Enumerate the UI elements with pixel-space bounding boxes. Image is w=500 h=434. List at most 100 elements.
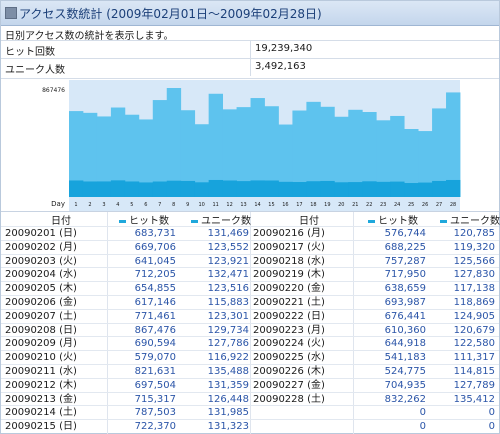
- row-date: 20090206 (金): [5, 297, 77, 308]
- hits-bar: [110, 107, 126, 197]
- x-tick-label: 21: [352, 202, 358, 208]
- unique-bar: [166, 180, 182, 197]
- unique-bar: [82, 181, 98, 197]
- hits-bar: [404, 128, 419, 197]
- x-tick-label: 27: [436, 202, 442, 208]
- unique-legend-icon: [191, 219, 198, 223]
- x-tick-label: 17: [296, 202, 302, 208]
- hits-bar: [82, 112, 98, 197]
- x-tick-label: 10: [198, 202, 204, 208]
- unique-bar: [390, 181, 405, 197]
- row-date: 20090210 (火): [5, 352, 77, 364]
- unique-bar: [362, 181, 377, 197]
- unique-bar: [376, 181, 391, 197]
- unique-bar: [152, 181, 168, 197]
- row-hits: 579,070: [134, 352, 176, 364]
- y-max-label: 867476: [42, 87, 65, 94]
- row-hits: 676,441: [384, 310, 426, 322]
- stats-icon: [5, 7, 17, 19]
- row-unique: 123,552: [207, 241, 249, 253]
- unique-legend-icon: [440, 219, 447, 223]
- row-date: 20090222 (日): [253, 310, 325, 322]
- row-unique: 0: [488, 421, 495, 433]
- hits-bar: [208, 93, 224, 197]
- hits-bar: [69, 111, 84, 197]
- header-hits-right: ヒット数: [368, 212, 418, 227]
- x-tick-label: 6: [144, 202, 147, 208]
- unique-bar: [432, 180, 447, 197]
- row-date: 20090214 (土): [5, 407, 77, 419]
- header-unique-right: ユニーク数: [440, 212, 500, 227]
- row-hits: 717,950: [384, 269, 426, 281]
- hits-bar: [362, 112, 377, 197]
- row-hits: 821,631: [134, 366, 176, 377]
- row-date: 20090217 (火): [253, 241, 325, 253]
- unique-bar: [236, 181, 251, 197]
- x-tick-label: 24: [394, 202, 400, 208]
- row-hits: 576,744: [384, 228, 426, 239]
- hits-bar: [348, 109, 363, 197]
- row-unique: 124,905: [453, 310, 495, 322]
- row-unique: 123,921: [207, 255, 249, 267]
- row-date: 20090220 (金): [253, 283, 325, 295]
- row-unique: 116,922: [207, 352, 249, 364]
- row-hits: 0: [419, 407, 426, 419]
- row-date: 20090204 (水): [5, 269, 77, 281]
- x-tick-label: 15: [268, 202, 274, 208]
- row-unique: 129,734: [207, 324, 249, 336]
- row-hits: 722,370: [134, 421, 176, 433]
- row-hits: 712,205: [134, 269, 176, 281]
- row-date: 20090209 (月): [5, 338, 77, 350]
- row-date: 20090218 (水): [253, 255, 325, 267]
- header-hits-left: ヒット数: [119, 212, 169, 227]
- unique-bar: [138, 182, 154, 197]
- row-date: 20090201 (日): [5, 228, 77, 239]
- row-date: 20090205 (木): [5, 283, 77, 295]
- row-hits: 669,706: [134, 241, 176, 253]
- hits-bar: [138, 119, 154, 197]
- row-date: 20090216 (月): [253, 228, 325, 239]
- row-unique: 117,138: [453, 283, 495, 295]
- x-axis-label: Day: [51, 200, 65, 208]
- daily-table: 日付 ヒット数 ユニーク数 日付 ヒット数 ユニーク数 20090201 (日)…: [1, 211, 500, 434]
- row-unique: 0: [488, 407, 495, 419]
- hits-bar: [96, 116, 112, 197]
- row-date: 20090219 (木): [253, 269, 325, 281]
- hits-bar: [222, 109, 237, 197]
- row-hits: 787,503: [134, 407, 176, 419]
- row-hits: 0: [419, 421, 426, 433]
- x-tick-label: 3: [102, 202, 105, 208]
- unique-bar: [292, 182, 307, 197]
- x-tick-label: 5: [130, 202, 133, 208]
- hits-legend-icon: [368, 219, 375, 223]
- hits-bar: [292, 110, 307, 197]
- row-date: 20090223 (月): [253, 324, 325, 336]
- unique-bar: [306, 181, 321, 197]
- header-date-left: 日付: [51, 216, 71, 227]
- row-unique: 135,488: [207, 366, 249, 377]
- row-unique: 119,320: [453, 241, 495, 253]
- row-unique: 120,785: [453, 228, 495, 239]
- x-tick-label: 22: [366, 202, 372, 208]
- unique-bar: [222, 180, 237, 197]
- row-unique: 131,359: [207, 379, 249, 391]
- hits-bar: [180, 110, 196, 197]
- hits-bar: [376, 120, 391, 197]
- row-hits: 610,360: [384, 324, 426, 336]
- row-date: 20090227 (金): [253, 379, 325, 391]
- row-hits: 757,287: [384, 255, 426, 267]
- row-date: 20090208 (日): [5, 324, 77, 336]
- row-hits: 638,659: [384, 283, 426, 295]
- unique-bar: [334, 182, 349, 197]
- summary-row-unique: ユニーク人数 3,492,163: [1, 58, 499, 76]
- row-date: 20090226 (木): [253, 366, 325, 377]
- row-unique: 127,830: [453, 269, 495, 281]
- row-date: 20090228 (土): [253, 393, 325, 405]
- row-unique: 131,323: [207, 421, 249, 433]
- row-hits: 641,045: [134, 255, 176, 267]
- row-hits: 715,317: [134, 393, 176, 405]
- row-unique: 123,301: [207, 310, 249, 322]
- row-date: 20090202 (月): [5, 241, 77, 253]
- x-tick-label: 25: [408, 202, 414, 208]
